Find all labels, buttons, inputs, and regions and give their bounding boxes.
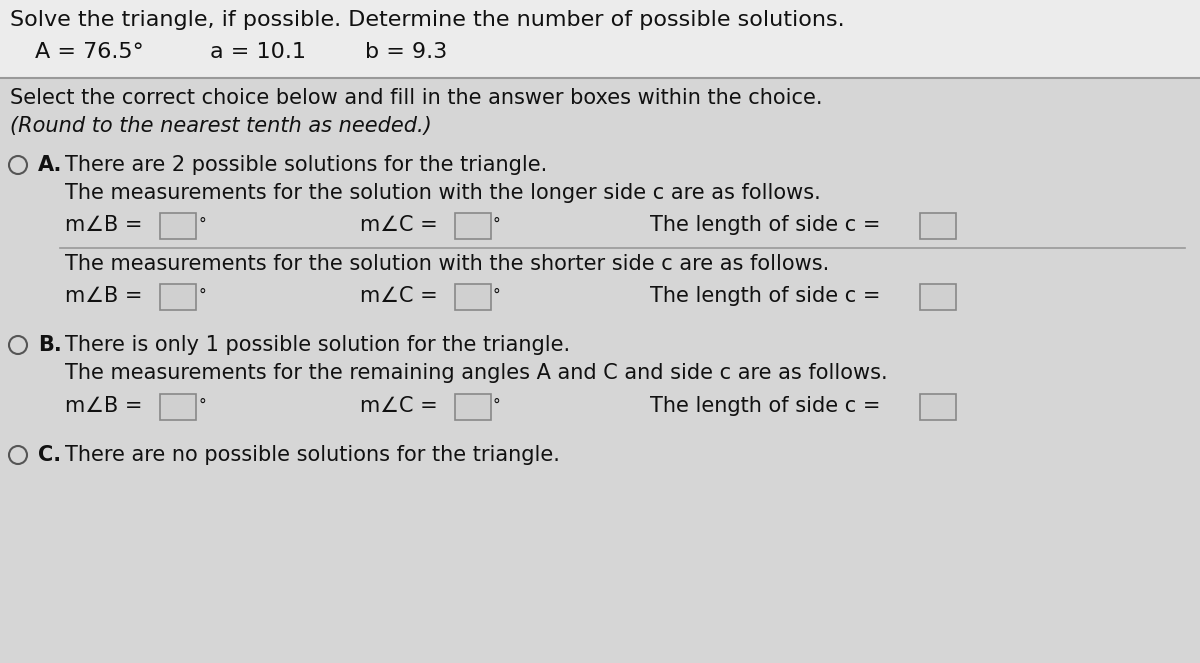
Text: B.: B. [38,335,61,355]
Text: m∠C =: m∠C = [360,396,438,416]
Bar [920,394,956,420]
Text: °: ° [198,288,205,303]
Text: °: ° [198,217,205,232]
Text: °: ° [493,398,500,413]
Bar [160,213,196,239]
Text: The length of side c =: The length of side c = [650,286,881,306]
Text: A = 76.5°: A = 76.5° [35,42,144,62]
Text: °: ° [493,217,500,232]
Text: The measurements for the solution with the shorter side c are as follows.: The measurements for the solution with t… [65,254,829,274]
Bar [0,78,1200,663]
Text: (Round to the nearest tenth as needed.): (Round to the nearest tenth as needed.) [10,116,432,136]
Text: m∠B =: m∠B = [65,396,143,416]
Text: The length of side c =: The length of side c = [650,396,881,416]
Text: m∠C =: m∠C = [360,286,438,306]
Text: b = 9.3: b = 9.3 [365,42,448,62]
Bar [455,284,491,310]
Text: Select the correct choice below and fill in the answer boxes within the choice.: Select the correct choice below and fill… [10,88,822,108]
Text: There are no possible solutions for the triangle.: There are no possible solutions for the … [65,445,560,465]
Text: The length of side c =: The length of side c = [650,215,881,235]
Text: °: ° [198,398,205,413]
Text: C.: C. [38,445,61,465]
Bar [920,213,956,239]
Bar [160,284,196,310]
Bar [160,394,196,420]
Text: There is only 1 possible solution for the triangle.: There is only 1 possible solution for th… [65,335,570,355]
Bar [455,394,491,420]
Bar [920,284,956,310]
Text: m∠B =: m∠B = [65,215,143,235]
Text: m∠B =: m∠B = [65,286,143,306]
Text: A.: A. [38,155,62,175]
Bar [0,0,1200,78]
Text: Solve the triangle, if possible. Determine the number of possible solutions.: Solve the triangle, if possible. Determi… [10,10,845,30]
Bar [455,213,491,239]
Text: a = 10.1: a = 10.1 [210,42,306,62]
Text: The measurements for the remaining angles A and C and side c are as follows.: The measurements for the remaining angle… [65,363,888,383]
Text: °: ° [493,288,500,303]
Text: m∠C =: m∠C = [360,215,438,235]
Text: There are 2 possible solutions for the triangle.: There are 2 possible solutions for the t… [65,155,547,175]
Text: The measurements for the solution with the longer side c are as follows.: The measurements for the solution with t… [65,183,821,203]
